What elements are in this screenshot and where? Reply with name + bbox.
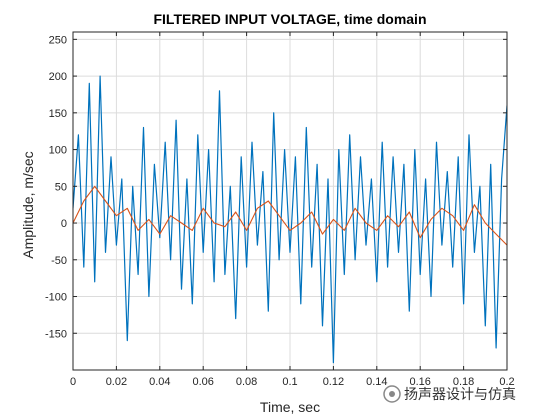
y-tick-label: -150 — [45, 328, 67, 340]
chart-title: FILTERED INPUT VOLTAGE, time domain — [153, 11, 426, 27]
x-tick-label: 0.14 — [366, 376, 387, 388]
x-tick-label: 0.08 — [236, 376, 257, 388]
x-tick-label: 0.18 — [453, 376, 474, 388]
x-tick-label: 0.04 — [149, 376, 170, 388]
x-tick-labels: 0 0.02 0.04 0.06 0.08 0.1 0.12 0.14 0.16 0.18 0.2 — [70, 376, 515, 388]
x-tick-label: 0.12 — [323, 376, 344, 388]
y-tick-label: -50 — [51, 255, 67, 267]
series-layer — [73, 75, 507, 364]
x-tick-label: 0.2 — [499, 376, 514, 388]
y-tick-label: 0 — [61, 218, 67, 230]
x-axis-label: Time, sec — [260, 399, 320, 415]
watermark-text: 扬声器设计与仿真 — [404, 387, 516, 403]
y-tick-labels: -150 -100 -50 0 50 100 150 200 250 — [45, 34, 67, 340]
y-tick-label: 200 — [49, 71, 67, 83]
x-tick-label: 0.16 — [409, 376, 430, 388]
x-tick-label: 0.06 — [192, 376, 213, 388]
y-tick-label: -100 — [45, 292, 67, 304]
x-tick-label: 0.02 — [106, 376, 127, 388]
y-axis-label: Amplitude, m/sec — [20, 151, 36, 258]
series-line-filtered — [73, 185, 507, 246]
watermark-logo-dot-icon — [389, 391, 395, 397]
x-tick-label: 0.1 — [282, 376, 297, 388]
y-tick-label: 50 — [55, 181, 67, 193]
y-tick-label: 250 — [49, 34, 67, 46]
y-tick-label: 150 — [49, 108, 67, 120]
x-tick-label: 0 — [70, 376, 76, 388]
watermark: 扬声器设计与仿真 — [383, 385, 516, 403]
ticks — [72, 32, 508, 370]
series-line-raw — [73, 75, 507, 364]
y-tick-label: 100 — [49, 145, 67, 157]
